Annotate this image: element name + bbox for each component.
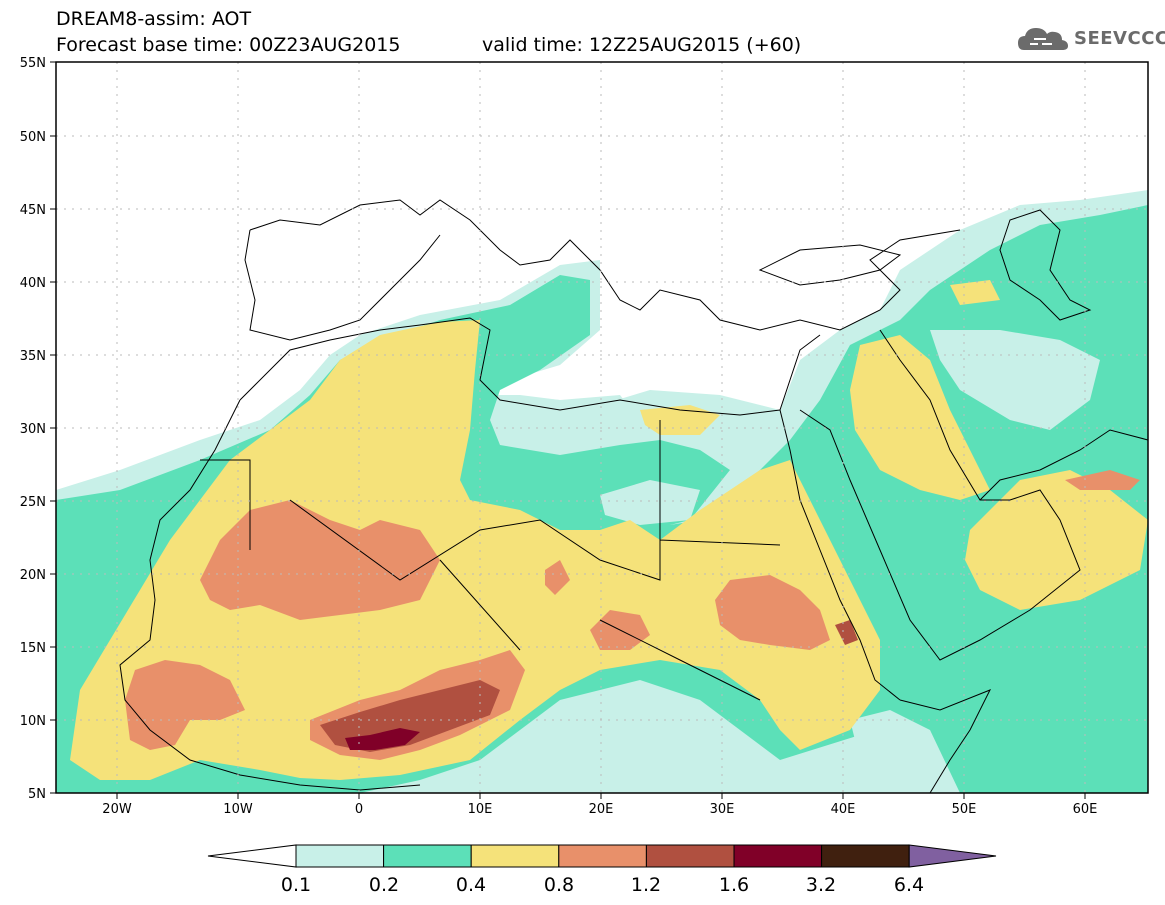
coast-persiangulf — [979, 429, 1148, 501]
logo-text: SEEVCCC — [1074, 28, 1165, 49]
colorbar-box-5 — [645, 844, 735, 868]
chart-title: DREAM8-assim: AOT — [56, 8, 252, 30]
colorbar — [207, 844, 997, 868]
graticule — [56, 62, 1148, 793]
colorbar-arrow-high — [908, 844, 997, 868]
colorbar-box-3 — [470, 844, 560, 868]
aot-level-1.2 — [320, 680, 500, 752]
lat-label-30n: 30N — [20, 422, 46, 437]
lat-label-25n: 25N — [20, 495, 46, 510]
lon-label-10w: 10W — [223, 802, 253, 817]
coast-arabia — [799, 329, 1081, 661]
colorbar-box-4 — [558, 844, 647, 868]
lon-label-0: 0 — [355, 802, 363, 817]
lat-label-10n: 10N — [20, 714, 46, 729]
coast-westafrica — [119, 399, 421, 791]
colorbar-label-0.8: 0.8 — [544, 874, 574, 896]
lat-axis: 5N 10N 15N 20N 25N 30N 35N 40N 45N 50N 5… — [20, 56, 56, 802]
seevccc-logo: SEEVCCC — [1016, 22, 1165, 56]
lat-label-5n: 5N — [28, 787, 46, 802]
aot-level-0.8-niger — [545, 560, 570, 595]
coast-northafrica — [239, 317, 781, 416]
coast-caspian — [999, 209, 1092, 321]
aot-level-0.8-westafrica — [125, 660, 245, 750]
valid-time: valid time: 12Z25AUG2015 (+60) — [482, 34, 802, 56]
aot-level-0.4-oman — [965, 470, 1148, 610]
coast-iberia — [244, 229, 441, 341]
colorbar-label-0.4: 0.4 — [456, 874, 486, 896]
colorbar-box-7 — [821, 844, 910, 868]
lon-label-40e: 40E — [831, 802, 856, 817]
coast-redsea — [779, 409, 901, 701]
coast-eastmed — [779, 334, 821, 411]
forecast-base-time: Forecast base time: 00Z23AUG2015 — [56, 34, 401, 56]
colorbar-label-3.2: 3.2 — [806, 874, 836, 896]
coast-hornofafrica — [899, 689, 992, 793]
colorbar-box-6 — [733, 844, 823, 868]
colorbar-label-6.4: 6.4 — [894, 874, 924, 896]
aot-level-0.8-uae — [1065, 470, 1140, 490]
lat-label-20n: 20N — [20, 568, 46, 583]
colorbar-label-1.6: 1.6 — [719, 874, 749, 896]
aot-hole-ethiopia — [850, 710, 960, 793]
colorbar-labels: 0.1 0.2 0.4 0.8 1.2 1.6 3.2 6.4 — [281, 874, 924, 896]
lon-label-20e: 20E — [589, 802, 614, 817]
colorbar-label-0.1: 0.1 — [281, 874, 311, 896]
colorbar-arrow-low — [207, 844, 297, 868]
colorbar-label-1.2: 1.2 — [631, 874, 661, 896]
lat-label-45n: 45N — [20, 203, 46, 218]
lat-label-15n: 15N — [20, 641, 46, 656]
border-sahara — [200, 420, 781, 701]
aot-level-1.6 — [345, 728, 420, 750]
aot-level-0.4 — [70, 320, 880, 780]
coastlines — [119, 199, 1148, 793]
lat-label-40n: 40N — [20, 276, 46, 291]
aot-hole-egypt — [600, 480, 700, 525]
colorbar-box-1 — [295, 844, 385, 868]
colorbar-box-2 — [383, 844, 472, 868]
cloud-logo-icon — [1018, 28, 1068, 50]
colorbar-label-0.2: 0.2 — [369, 874, 399, 896]
aot-level-1.2-eritrea — [835, 620, 858, 645]
coast-blacksea — [758, 244, 902, 286]
lon-label-50e: 50E — [952, 802, 977, 817]
lon-label-30e: 30E — [710, 802, 735, 817]
aot-level-0.8-mauritania — [200, 500, 440, 620]
lon-label-10e: 10E — [468, 802, 493, 817]
lat-label-55n: 55N — [20, 56, 46, 71]
lat-label-35n: 35N — [20, 349, 46, 364]
lon-label-20w: 20W — [102, 802, 132, 817]
coast-europe — [249, 199, 961, 331]
aot-level-0.4-caspian — [950, 280, 1000, 305]
aot-level-0.8-sudan — [715, 575, 830, 650]
lon-axis: 20W 10W 0 10E 20E 30E 40E 50E 60E — [102, 793, 1097, 817]
lon-label-60e: 60E — [1073, 802, 1098, 817]
lat-label-50n: 50N — [20, 130, 46, 145]
